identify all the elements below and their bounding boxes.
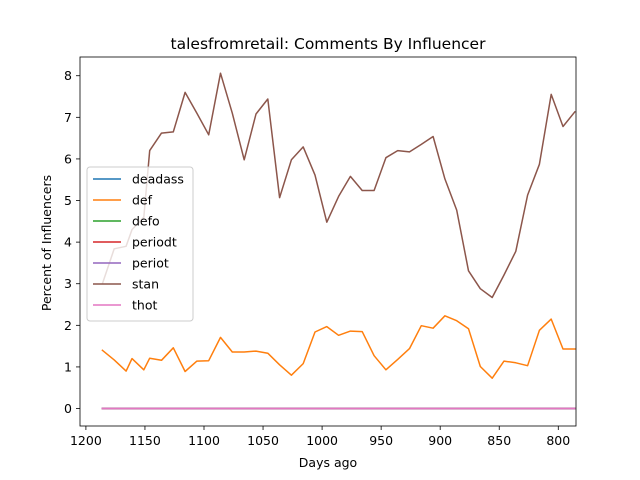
x-tick-label: 950 [369,433,393,448]
legend-box [86,166,194,322]
y-tick-label: 4 [64,235,72,250]
plot-area: 1200 1150 1100 1050 1000 950 900 850 800 0 1 2 3 4 5 6 7… [64,56,577,448]
legend-label-periot: periot [132,256,169,271]
x-tick-label: 1150 [129,433,161,448]
y-tick-label: 5 [64,193,72,208]
x-tick-label: 1200 [70,433,102,448]
legend-label-def: def [132,193,153,208]
y-tick-label: 3 [64,276,72,291]
legend-label-thot: thot [132,298,157,313]
x-axis: 1200 1150 1100 1050 1000 950 900 850 800 [70,426,570,448]
series-group [101,72,576,410]
x-axis-label: Days ago [299,455,357,470]
y-tick-label: 1 [64,359,72,374]
legend-label-deadass: deadass [132,172,184,187]
legend: deadass def defo periodt periot stan thot [86,166,194,322]
x-tick-label: 1000 [306,433,338,448]
y-tick-label: 0 [64,401,72,416]
x-tick-label: 900 [428,433,452,448]
legend-label-defo: defo [132,214,160,229]
x-tick-label: 800 [546,433,570,448]
y-tick-label: 8 [64,68,72,83]
series-line-stan [101,72,576,299]
series-line-def [101,315,576,379]
y-axis-label: Percent of Influencers [39,175,54,311]
x-tick-label: 850 [487,433,511,448]
chart-title: talesfromretail: Comments By Influencer [171,35,487,53]
y-tick-label: 2 [64,318,72,333]
legend-label-stan: stan [132,277,159,292]
legend-label-periodt: periodt [132,235,177,250]
x-tick-label: 1100 [188,433,220,448]
x-tick-label: 1050 [247,433,279,448]
y-axis: 0 1 2 3 4 5 6 7 8 [64,68,80,416]
plot-frame [79,56,577,427]
y-tick-label: 6 [64,151,72,166]
y-tick-label: 7 [64,110,72,125]
